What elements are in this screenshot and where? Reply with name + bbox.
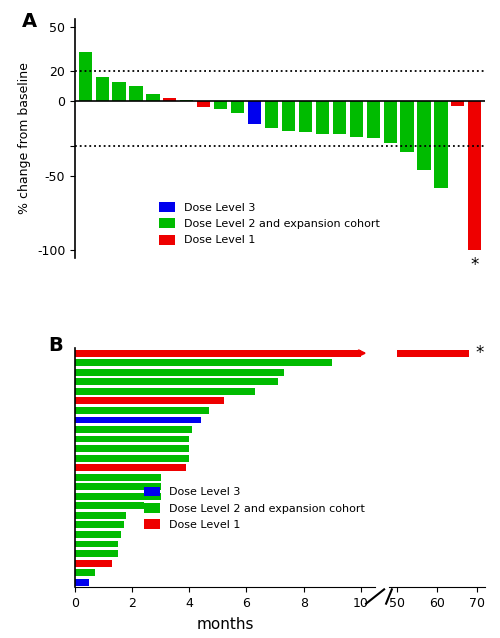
Bar [452, 101, 464, 106]
Bar [384, 101, 396, 143]
Bar [75, 560, 112, 567]
Bar [75, 493, 160, 500]
Text: *: * [470, 256, 479, 274]
Bar [332, 101, 346, 134]
Legend: Dose Level 3, Dose Level 2 and expansion cohort, Dose Level 1: Dose Level 3, Dose Level 2 and expansion… [139, 482, 370, 535]
Bar [350, 101, 363, 137]
Bar [146, 94, 160, 101]
Bar [75, 436, 190, 443]
Bar [75, 378, 278, 385]
Bar [214, 101, 228, 108]
Bar [96, 77, 108, 101]
Bar [265, 101, 278, 128]
Bar [180, 100, 194, 101]
Bar [231, 101, 244, 113]
Bar [75, 502, 144, 509]
Bar [400, 101, 413, 152]
Bar [75, 455, 190, 461]
Bar [75, 407, 210, 414]
Bar [299, 101, 312, 133]
Text: *: * [475, 344, 484, 362]
Bar [75, 512, 126, 519]
Bar [75, 579, 90, 586]
Bar [75, 359, 332, 366]
Bar [75, 540, 118, 547]
Bar [316, 101, 329, 134]
Bar [434, 101, 448, 188]
Bar [75, 397, 224, 404]
Bar [468, 101, 481, 250]
Bar [197, 101, 210, 107]
Bar [75, 550, 118, 557]
Bar [75, 464, 186, 471]
Bar [75, 474, 160, 480]
Bar [130, 86, 142, 101]
Y-axis label: % change from baseline: % change from baseline [18, 63, 32, 214]
Bar [75, 484, 160, 490]
Bar [397, 350, 469, 357]
Bar [112, 82, 126, 101]
Bar [75, 531, 120, 538]
Bar [282, 101, 295, 131]
Bar [75, 369, 284, 376]
Bar [75, 426, 192, 433]
Bar [418, 101, 430, 170]
Bar [248, 101, 261, 124]
Bar [75, 350, 361, 357]
Bar [366, 101, 380, 138]
Bar [75, 521, 124, 528]
X-axis label: months: months [196, 616, 254, 632]
Text: B: B [48, 336, 62, 355]
Bar [164, 98, 176, 101]
Bar [75, 569, 95, 576]
Text: A: A [22, 12, 37, 31]
Bar [75, 445, 190, 452]
Legend: Dose Level 3, Dose Level 2 and expansion cohort, Dose Level 1: Dose Level 3, Dose Level 2 and expansion… [154, 197, 384, 250]
Bar [75, 417, 201, 424]
Bar [78, 52, 92, 101]
Bar [75, 388, 255, 395]
